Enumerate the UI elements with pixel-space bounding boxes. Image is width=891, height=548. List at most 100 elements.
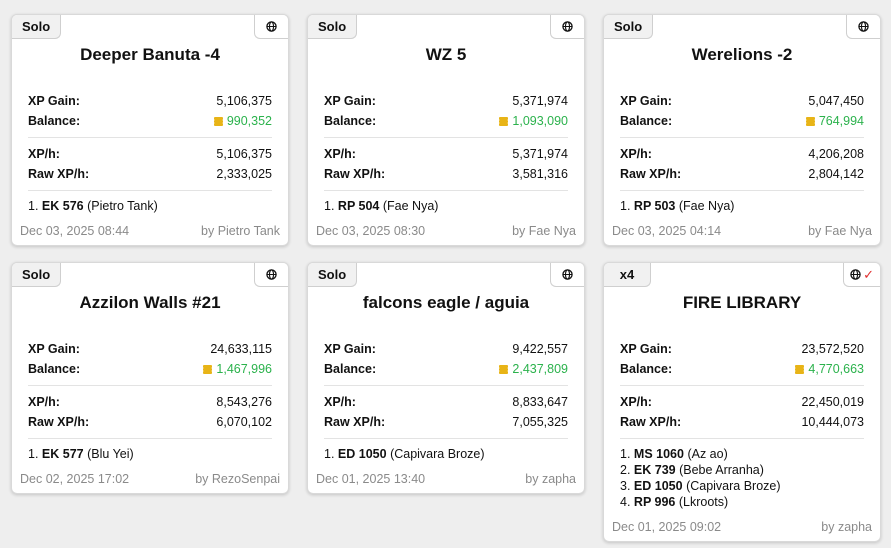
participant-vocation-level: RP 996 bbox=[633, 495, 676, 509]
card-footer: Dec 03, 2025 08:44 by Pietro Tank bbox=[20, 224, 280, 238]
world-button[interactable] bbox=[550, 15, 584, 39]
xp-gain-label: XP Gain: bbox=[28, 342, 80, 356]
raw-xp-h-value: 2,804,142 bbox=[808, 167, 864, 181]
hunt-author: by Fae Nya bbox=[512, 224, 576, 238]
balance-row: Balance: 4,770,663 bbox=[620, 359, 864, 379]
participant-row: 2. EK 739 (Bebe Arranha) bbox=[620, 462, 864, 478]
xp-gain-row: XP Gain: 5,371,974 bbox=[324, 91, 568, 111]
raw-xp-h-row: Raw XP/h: 3,581,316 bbox=[324, 164, 568, 184]
participant-vocation-level: EK 576 bbox=[41, 199, 84, 213]
balance-value: 4,770,663 bbox=[795, 359, 864, 379]
raw-xp-h-label: Raw XP/h: bbox=[28, 167, 90, 181]
participant-number: 1. bbox=[324, 199, 335, 213]
balance-value: 2,437,809 bbox=[499, 359, 568, 379]
raw-xp-h-label: Raw XP/h: bbox=[620, 415, 682, 429]
hunt-author: by RezoSenpai bbox=[195, 472, 280, 486]
participants-list: 1. RP 503 (Fae Nya) bbox=[620, 198, 864, 214]
hunt-card: Solo falcons eagle / aguia XP Gain: 9,422,5… bbox=[307, 262, 585, 494]
xp-h-label: XP/h: bbox=[324, 395, 356, 409]
divider bbox=[324, 385, 568, 386]
balance-amount: 2,437,809 bbox=[512, 362, 568, 376]
balance-value: 764,994 bbox=[805, 111, 864, 131]
participant-vocation-level: ED 1050 bbox=[633, 479, 683, 493]
hunt-title: Azzilon Walls #21 bbox=[79, 293, 221, 312]
gold-coin-icon bbox=[795, 364, 805, 374]
balance-label: Balance: bbox=[324, 362, 377, 376]
raw-xp-h-value: 2,333,025 bbox=[216, 167, 272, 181]
participant-row: 1. EK 577 (Blu Yei) bbox=[28, 446, 272, 462]
raw-xp-h-row: Raw XP/h: 6,070,102 bbox=[28, 412, 272, 432]
hunt-date: Dec 01, 2025 13:40 bbox=[316, 472, 426, 486]
hunt-date: Dec 03, 2025 08:44 bbox=[20, 224, 130, 238]
participants-list: 1. EK 577 (Blu Yei) bbox=[28, 446, 272, 462]
raw-xp-h-row: Raw XP/h: 7,055,325 bbox=[324, 412, 568, 432]
participant-row: 1. ED 1050 (Capivara Broze) bbox=[324, 446, 568, 462]
party-type-badge: x4 bbox=[604, 263, 651, 287]
world-button[interactable] bbox=[846, 15, 880, 39]
participant-number: 1. bbox=[28, 199, 39, 213]
raw-xp-h-label: Raw XP/h: bbox=[324, 167, 386, 181]
participant-character: (Capivara Broze) bbox=[390, 447, 485, 461]
participant-row: 3. ED 1050 (Capivara Broze) bbox=[620, 478, 864, 494]
xp-gain-row: XP Gain: 9,422,557 bbox=[324, 339, 568, 359]
gold-coin-icon bbox=[805, 116, 816, 126]
participant-character: (Capivara Broze) bbox=[686, 479, 781, 493]
participant-row: 1. RP 504 (Fae Nya) bbox=[324, 198, 568, 214]
divider bbox=[324, 438, 568, 439]
participant-vocation-level: EK 577 bbox=[41, 447, 84, 461]
xp-gain-label: XP Gain: bbox=[28, 94, 80, 108]
xp-gain-label: XP Gain: bbox=[324, 94, 376, 108]
participant-character: (Fae Nya) bbox=[678, 199, 735, 213]
world-button[interactable] bbox=[254, 263, 288, 287]
hunt-card: Solo Deeper Banuta -4 XP Gain: 5,106,375 Bal… bbox=[11, 14, 289, 246]
world-button[interactable] bbox=[254, 15, 288, 39]
xp-h-row: XP/h: 5,106,375 bbox=[28, 144, 272, 164]
hunt-author: by zapha bbox=[525, 472, 576, 486]
xp-gain-label: XP Gain: bbox=[620, 94, 672, 108]
xp-gain-label: XP Gain: bbox=[324, 342, 376, 356]
xp-gain-row: XP Gain: 23,572,520 bbox=[620, 339, 864, 359]
globe-icon bbox=[266, 21, 277, 32]
party-type-badge: Solo bbox=[604, 15, 654, 39]
stats-section: XP Gain: 5,047,450 Balance: 764,994 XP/h: 4,2… bbox=[620, 91, 864, 214]
card-footer: Dec 03, 2025 04:14 by Fae Nya bbox=[612, 224, 872, 238]
xp-gain-label: XP Gain: bbox=[620, 342, 672, 356]
raw-xp-h-value: 7,055,325 bbox=[512, 415, 568, 429]
world-button[interactable]: ✓ bbox=[843, 263, 880, 287]
globe-icon bbox=[562, 21, 573, 32]
balance-label: Balance: bbox=[620, 114, 673, 128]
world-button[interactable] bbox=[550, 263, 584, 287]
raw-xp-h-row: Raw XP/h: 2,804,142 bbox=[620, 164, 864, 184]
balance-row: Balance: 1,093,090 bbox=[324, 111, 568, 131]
raw-xp-h-value: 6,070,102 bbox=[216, 415, 272, 429]
balance-amount: 764,994 bbox=[818, 114, 864, 128]
raw-xp-h-label: Raw XP/h: bbox=[28, 415, 90, 429]
balance-row: Balance: 764,994 bbox=[620, 111, 864, 131]
balance-value: 990,352 bbox=[213, 111, 272, 131]
participant-vocation-level: RP 504 bbox=[337, 199, 380, 213]
divider bbox=[28, 438, 272, 439]
stats-section: XP Gain: 5,106,375 Balance: 990,352 XP/h: 5,1… bbox=[28, 91, 272, 214]
divider bbox=[28, 137, 272, 138]
gold-coin-icon bbox=[203, 364, 213, 374]
stats-section: XP Gain: 24,633,115 Balance: 1,467,996 XP/h:… bbox=[28, 339, 272, 462]
participant-number: 1. bbox=[620, 199, 631, 213]
divider bbox=[324, 190, 568, 191]
participant-vocation-level: RP 503 bbox=[633, 199, 676, 213]
xp-h-value: 8,833,647 bbox=[512, 395, 568, 409]
xp-h-label: XP/h: bbox=[324, 147, 356, 161]
xp-h-value: 4,206,208 bbox=[808, 147, 864, 161]
xp-h-label: XP/h: bbox=[620, 147, 652, 161]
hunt-card: Solo WZ 5 XP Gain: 5,371,974 Balance: 1,093,0… bbox=[307, 14, 585, 246]
card-footer: Dec 02, 2025 17:02 by RezoSenpai bbox=[20, 472, 280, 486]
hunt-card: Solo Azzilon Walls #21 XP Gain: 24,633,115 B… bbox=[11, 262, 289, 494]
balance-label: Balance: bbox=[620, 362, 673, 376]
raw-xp-h-row: Raw XP/h: 10,444,073 bbox=[620, 412, 864, 432]
gold-coin-icon bbox=[213, 116, 224, 126]
gold-coin-icon bbox=[499, 364, 509, 374]
party-type-badge: Solo bbox=[12, 263, 62, 287]
xp-gain-row: XP Gain: 24,633,115 bbox=[28, 339, 272, 359]
globe-icon bbox=[858, 21, 869, 32]
participants-list: 1. RP 504 (Fae Nya) bbox=[324, 198, 568, 214]
participant-number: 4. bbox=[620, 495, 631, 509]
